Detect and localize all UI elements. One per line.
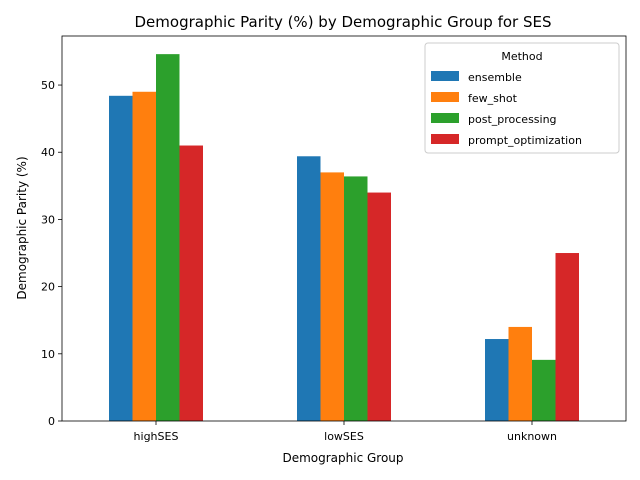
legend: Method ensemble few_shot post_processingpro… <box>424 42 620 154</box>
x-axis-label: Demographic Group <box>282 451 403 465</box>
bar-ensemble-lowSES <box>297 156 321 421</box>
x-tick-label: highSES <box>134 430 179 443</box>
bar-post_processing-highSES <box>156 54 180 422</box>
axes-group: highSES lowSES unknown 0 10 20 30 40 50 <box>41 35 627 443</box>
bar-ensemble-unknown <box>485 339 509 421</box>
chart-title: Demographic Parity (%) by Demographic Gr… <box>135 13 552 31</box>
y-tick-label: 40 <box>41 146 55 159</box>
plot-frame <box>61 35 627 422</box>
legend-label-few_shot: few_shot <box>468 92 518 105</box>
legend-label-prompt_optimization: prompt_optimization <box>468 134 582 147</box>
legend-swatch-ensemble <box>431 71 459 81</box>
bar-post_processing-lowSES <box>344 176 368 421</box>
y-axis-label: Demographic Parity (%) <box>15 156 29 299</box>
y-tick-label: 30 <box>41 213 55 226</box>
y-tick-label: 0 <box>48 415 55 428</box>
bars-group <box>109 54 579 422</box>
bar-prompt_optimization-unknown <box>555 253 579 421</box>
bar-prompt_optimization-lowSES <box>367 192 391 421</box>
y-tick-label: 50 <box>41 79 55 92</box>
legend-box <box>424 42 620 154</box>
legend-title: Method <box>501 50 542 63</box>
bar-ensemble-highSES <box>109 95 133 421</box>
x-tick-label: unknown <box>507 430 557 443</box>
y-tick-label: 20 <box>41 281 55 294</box>
legend-swatch-few_shot <box>431 92 459 102</box>
legend-label-post_processing: post_processing <box>468 113 557 126</box>
bar-post_processing-unknown <box>532 359 556 421</box>
x-tick-label: lowSES <box>324 430 364 443</box>
legend-swatch-post_processing <box>431 113 459 123</box>
y-tick-label: 10 <box>41 348 55 361</box>
legend-label-ensemble: ensemble <box>468 71 522 84</box>
bar-few_shot-highSES <box>132 91 156 422</box>
bar-prompt_optimization-highSES <box>179 145 203 421</box>
bar-few_shot-lowSES <box>320 172 344 421</box>
legend-swatch-prompt_optimization <box>431 134 459 144</box>
bar-few_shot-unknown <box>508 326 532 421</box>
